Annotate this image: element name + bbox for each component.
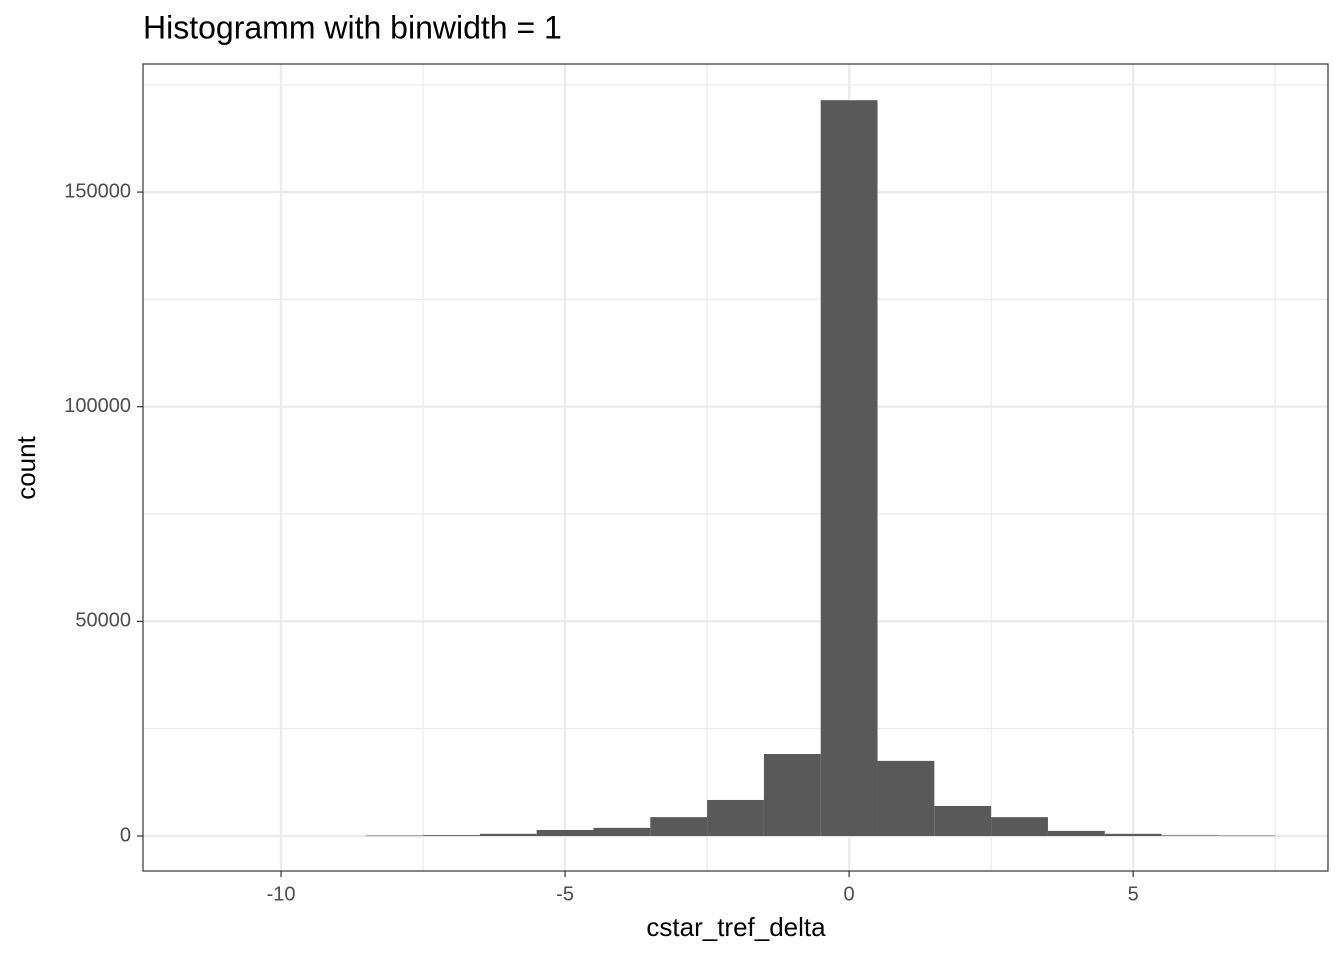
plot-area: -10 -5 0 5 0 50000 100000 150000 xyxy=(64,63,1329,905)
bar xyxy=(366,835,424,837)
y-tick-label: 50000 xyxy=(75,610,131,632)
bar xyxy=(479,833,537,837)
y-axis-title: count xyxy=(11,435,41,499)
chart-title: Histogramm with binwidth = 1 xyxy=(143,9,562,45)
bar xyxy=(1218,835,1276,837)
x-tick-label: -10 xyxy=(267,883,296,905)
y-tick-label: 100000 xyxy=(64,395,131,417)
bar xyxy=(934,805,992,837)
panel-border xyxy=(142,63,1329,872)
y-tick-label: 150000 xyxy=(64,180,131,202)
bar xyxy=(1047,830,1105,837)
bar xyxy=(536,830,594,837)
bar xyxy=(763,754,821,837)
bar xyxy=(423,835,480,837)
y-tick-label: 0 xyxy=(120,824,131,846)
bar xyxy=(650,817,708,837)
bar xyxy=(820,100,878,837)
x-tick-label: -5 xyxy=(556,883,574,905)
bar xyxy=(991,817,1048,837)
bar xyxy=(593,827,651,837)
x-tick-label: 5 xyxy=(1128,883,1139,905)
bar xyxy=(877,760,935,837)
bar xyxy=(1161,835,1219,837)
x-axis-title: cstar_tref_delta xyxy=(646,912,826,942)
bar xyxy=(1104,833,1162,837)
x-tick-label: 0 xyxy=(844,883,855,905)
bar xyxy=(707,799,764,837)
